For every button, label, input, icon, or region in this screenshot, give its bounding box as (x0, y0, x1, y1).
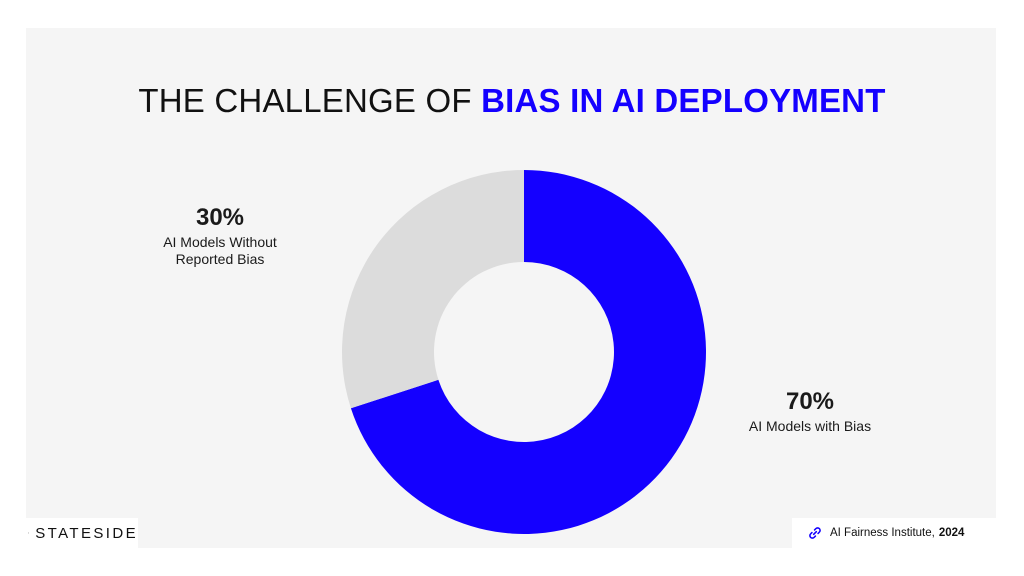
label-without-bias: 30% AI Models Without Reported Bias (150, 204, 290, 268)
source-citation: AI Fairness Institute, 2024 (792, 518, 996, 548)
slide-title: THE CHALLENGE OF BIAS IN AI DEPLOYMENT (0, 82, 1024, 120)
title-highlight: BIAS IN AI DEPLOYMENT (481, 82, 886, 119)
label-without-bias-pct: 30% (195, 204, 245, 231)
source-year: 2024 (938, 527, 965, 539)
source-org: AI Fairness Institute, (830, 527, 935, 539)
label-without-bias-text: AI Models Without Reported Bias (163, 234, 277, 267)
title-prefix: THE CHALLENGE OF (138, 82, 472, 119)
link-icon (809, 527, 821, 539)
brand-name: STATESIDE (35, 524, 138, 542)
slice-ai-models-without-bias (341, 170, 524, 409)
label-with-bias-text: AI Models with Bias (748, 418, 872, 434)
label-with-bias: 70% AI Models with Bias (740, 388, 880, 435)
star-icon (28, 532, 30, 534)
slice-ai-models-with-bias (350, 170, 706, 534)
label-with-bias-pct: 70% (785, 388, 835, 415)
brand-logo: STATESIDE (0, 518, 138, 548)
